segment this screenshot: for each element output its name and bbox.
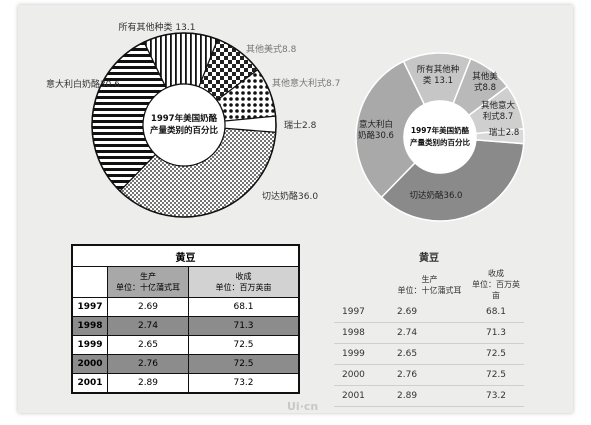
row-year: 1998 xyxy=(334,322,391,344)
header-harvest: 收成 单位：百万英亩 xyxy=(468,267,524,302)
table-title: 黄豆 xyxy=(71,244,300,267)
row-year: 2000 xyxy=(71,354,108,374)
row-production: 2.65 xyxy=(391,343,468,365)
row-harvest: 73.2 xyxy=(468,385,524,407)
table-row: 1997 2.69 68.1 xyxy=(71,297,300,317)
pie-label-cheddar: 切达奶酪36.0 xyxy=(262,190,318,202)
row-production: 2.74 xyxy=(107,316,189,336)
row-harvest: 71.3 xyxy=(468,322,524,344)
pie-label-mozzarella: 奶酪30.6 xyxy=(358,130,394,141)
pie-center-title: 产量类别的百分比 xyxy=(410,137,470,147)
row-year: 1999 xyxy=(334,343,391,365)
soybean-table-boxed: 黄豆 生产 单位：十亿蒲式耳 收成 单位：百万英亩 1997 2.69 68.1… xyxy=(71,244,300,394)
row-production: 2.74 xyxy=(391,322,468,344)
row-year: 2000 xyxy=(334,364,391,386)
pie-label-other-italian: 其他意大 xyxy=(481,100,516,111)
row-year: 1997 xyxy=(334,302,391,323)
row-year: 2001 xyxy=(334,385,391,407)
table-row: 2001 2.89 73.2 xyxy=(334,385,524,407)
pie-center xyxy=(142,83,226,167)
table-row: 1999 2.65 72.5 xyxy=(334,343,524,365)
pie-label-swiss: 瑞士2.8 xyxy=(489,127,520,138)
row-harvest: 72.5 xyxy=(468,343,524,365)
table-row: 1997 2.69 68.1 xyxy=(334,302,524,323)
header-harvest-unit: 单位：百万英亩 xyxy=(215,283,272,292)
row-production: 2.76 xyxy=(107,354,189,374)
header-harvest-unit: 单位：百万英亩 xyxy=(472,280,520,300)
row-production: 2.69 xyxy=(391,302,468,323)
row-harvest: 72.5 xyxy=(188,354,300,374)
pie-center xyxy=(403,100,477,174)
row-harvest: 73.2 xyxy=(188,373,300,394)
header-production-name: 生产 xyxy=(421,274,438,284)
pie-label-all-other: 所有其他种类 13.1 xyxy=(119,21,196,33)
row-production: 2.89 xyxy=(391,385,468,407)
header-year xyxy=(334,267,391,302)
pie-label-cheddar: 切达奶酪36.0 xyxy=(410,190,463,201)
header-year xyxy=(71,266,108,298)
pie-label-other-italian: 其他意大利式8.7 xyxy=(272,77,340,89)
pie-outline xyxy=(91,32,277,218)
pie-label-other-american: 其他美 xyxy=(472,71,498,82)
pie-center-title: 1997年美国奶酪 xyxy=(411,125,470,135)
header-harvest-name: 收成 xyxy=(235,272,252,281)
watermark-text: Ui·cn xyxy=(287,400,319,413)
row-year: 1997 xyxy=(71,297,108,317)
pie-label-mozzarella: 意大利白奶酪30.6 xyxy=(46,78,120,90)
header-harvest: 收成 单位：百万英亩 xyxy=(188,266,300,298)
row-year: 1999 xyxy=(71,335,108,355)
header-production: 生产 单位：十亿蒲式耳 xyxy=(391,267,468,302)
row-harvest: 68.1 xyxy=(468,302,524,323)
row-year: 2001 xyxy=(71,373,108,394)
table-row: 2000 2.76 72.5 xyxy=(334,364,524,386)
header-production-name: 生产 xyxy=(140,272,156,281)
pie-label-mozzarella: 意大利白 xyxy=(359,119,393,130)
row-harvest: 68.1 xyxy=(188,297,300,317)
table-row: 1998 2.74 71.3 xyxy=(334,322,524,344)
header-production-unit: 单位：十亿蒲式耳 xyxy=(116,283,180,292)
header-production: 生产 单位：十亿蒲式耳 xyxy=(107,266,189,298)
row-production: 2.76 xyxy=(391,364,468,386)
pie-center-title: 1997年美国奶酪 xyxy=(151,113,218,124)
pie-label-other-american: 其他美式8.8 xyxy=(246,43,297,55)
row-production: 2.69 xyxy=(107,297,189,317)
header-harvest-name: 收成 xyxy=(488,269,504,278)
table-row: 1999 2.65 72.5 xyxy=(71,335,300,355)
pie-label-other-american: 式8.8 xyxy=(474,82,496,93)
pie-label-all-other: 所有其他种 xyxy=(417,64,460,75)
row-harvest: 72.5 xyxy=(468,364,524,386)
row-harvest: 71.3 xyxy=(188,316,300,336)
table-row: 2000 2.76 72.5 xyxy=(71,354,300,374)
pie-label-swiss: 瑞士2.8 xyxy=(284,119,317,131)
table-row: 1998 2.74 71.3 xyxy=(71,316,300,336)
pie-label-all-other: 类 13.1 xyxy=(423,75,453,86)
row-production: 2.89 xyxy=(107,373,189,394)
table-title: 黄豆 xyxy=(419,252,439,264)
pie-label-other-italian: 利式8.7 xyxy=(483,111,514,122)
row-year: 1998 xyxy=(71,316,108,336)
header-production-unit: 单位：十亿蒲式耳 xyxy=(397,285,462,295)
row-harvest: 72.5 xyxy=(188,335,300,355)
table-row: 2001 2.89 73.2 xyxy=(71,373,300,394)
row-production: 2.65 xyxy=(107,335,189,355)
pie-center-title: 产量类别的百分比 xyxy=(150,125,219,136)
soybean-table-plain: 黄豆 生产 单位：十亿蒲式耳 收成 单位：百万英亩 1997 2.69 68.1… xyxy=(334,245,524,407)
